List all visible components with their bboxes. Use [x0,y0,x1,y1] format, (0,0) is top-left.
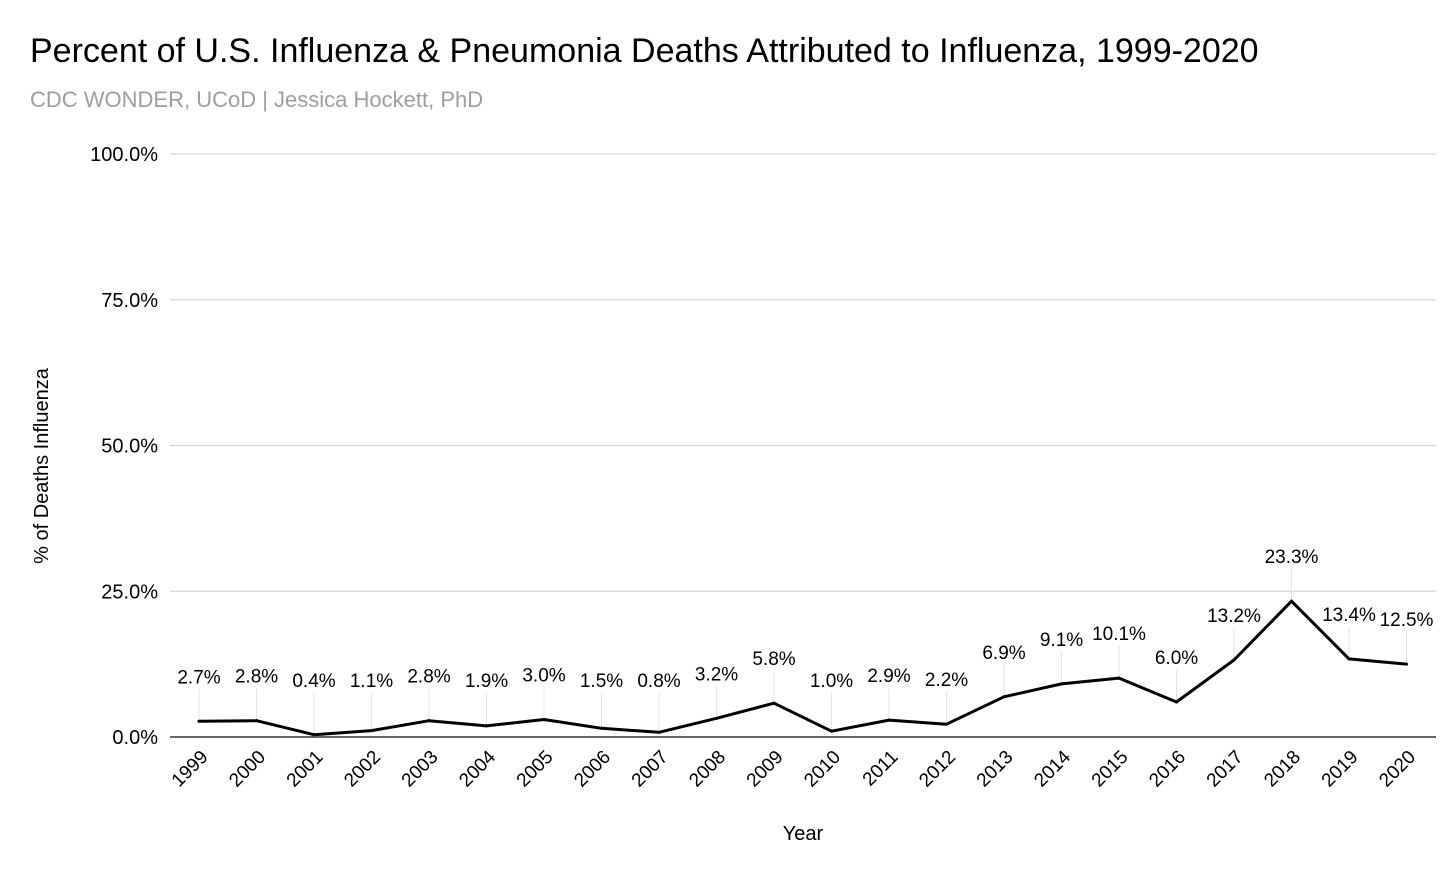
data-point [197,719,201,723]
x-tick-label: 2014 [1030,746,1075,791]
data-label: 23.3% [1265,547,1319,568]
y-tick-label: 100.0% [90,144,158,166]
x-tick-label: 2003 [398,747,443,792]
x-axis-ticks: 1999 2000 2001 2002 2003 2004 2005 2006 2007 2008… [168,746,1420,791]
data-point [542,718,546,722]
data-point [657,730,661,734]
data-label-leaders [198,569,1407,735]
data-point [370,729,373,733]
data-point [887,718,891,722]
series-line [198,599,1407,737]
data-label: 1.5% [580,671,623,692]
gridlines [170,153,1436,592]
x-tick-label: 2013 [973,747,1018,792]
data-point [945,722,948,726]
y-tick-label: 75.0% [101,290,158,312]
data-point [1117,676,1121,680]
data-label: 13.4% [1322,605,1376,626]
data-label: 5.8% [752,649,795,670]
data-point [1002,695,1006,699]
data-point [255,719,258,723]
data-point [715,716,718,720]
data-point [1405,662,1408,666]
data-point [830,729,833,733]
data-point [312,733,316,737]
data-label: 2.9% [867,666,910,687]
chart-subtitle: CDC WONDER, UCoD | Jessica Hockett, PhD [30,87,484,112]
y-axis-ticks: 0.0% 25.0% 50.0% 75.0% 100.0% [90,144,158,749]
x-tick-label: 2012 [915,747,960,792]
data-point [1232,658,1236,662]
data-label: 1.0% [810,671,853,692]
data-label: 2.7% [177,667,220,688]
x-tick-label: 2001 [283,747,328,792]
data-label: 9.1% [1040,630,1083,651]
data-label: 0.4% [292,671,335,692]
y-tick-label: 50.0% [101,436,158,458]
data-label: 6.9% [982,643,1025,664]
data-point [1347,657,1351,661]
x-tick-label: 2010 [800,747,845,792]
x-tick-label: 2007 [628,747,673,792]
data-label: 10.1% [1092,624,1146,645]
y-axis-title: % of Deaths Influenza [31,367,53,564]
x-tick-label: 2018 [1260,747,1305,792]
data-point [772,701,776,705]
x-tick-label: 2008 [685,747,730,792]
x-tick-label: 2019 [1318,747,1363,792]
data-labels: 2.7% 2.8% 0.4% 1.1% 2.8% 1.9% 3.0% 1.5% 0.8% 3.2%… [177,547,1434,737]
chart-title: Percent of U.S. Influenza & Pneumonia De… [30,32,1259,70]
data-point [485,724,488,728]
x-tick-label: 2017 [1203,747,1248,792]
data-label: 13.2% [1207,606,1261,627]
data-label: 3.2% [695,664,738,685]
data-point [1060,682,1063,686]
data-label: 3.0% [522,666,565,687]
x-axis-title: Year [783,823,824,845]
x-tick-label: 2005 [513,747,558,792]
data-label: 2.2% [925,670,968,691]
data-label: 1.1% [350,671,393,692]
data-label: 0.8% [637,671,680,692]
x-tick-label: 2009 [743,747,788,792]
data-label: 2.8% [407,667,450,688]
y-tick-label: 25.0% [101,581,158,603]
data-label: 12.5% [1380,610,1434,631]
x-tick-label: 2006 [570,747,615,792]
x-tick-label: 2011 [859,747,903,791]
x-tick-label: 1999 [168,747,213,792]
x-tick-label: 2000 [225,747,270,792]
x-tick-label: 2016 [1145,747,1190,792]
x-tick-label: 2015 [1088,747,1133,792]
x-tick-label: 2002 [340,747,385,792]
data-label: 2.8% [235,667,278,688]
data-point [1290,599,1293,603]
x-tick-label: 2004 [455,746,500,791]
data-label: 1.9% [465,671,508,692]
x-tick-label: 2020 [1375,747,1420,792]
data-point [427,719,431,723]
data-point [600,726,603,730]
data-label: 6.0% [1155,648,1198,669]
y-tick-label: 0.0% [112,727,158,749]
data-point [1175,700,1178,704]
